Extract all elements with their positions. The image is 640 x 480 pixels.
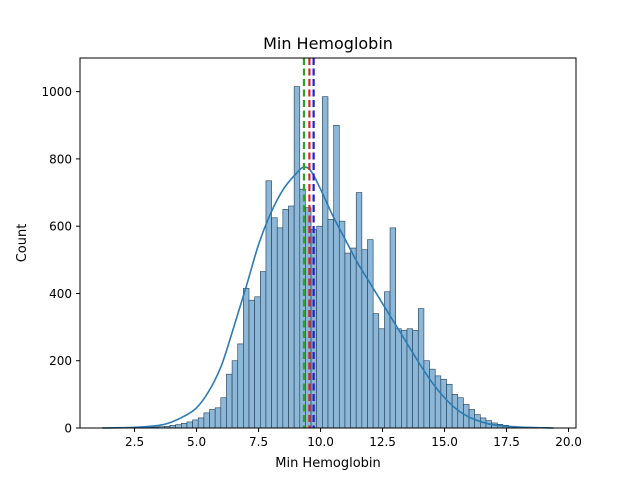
histogram-bar <box>220 397 227 429</box>
histogram-bar <box>451 394 459 429</box>
histogram-bar <box>446 383 453 429</box>
y-tick-label: 200 <box>49 354 72 368</box>
histogram-bar <box>186 421 193 429</box>
y-tick-label: 400 <box>49 287 72 301</box>
x-tick-label: 5.0 <box>187 435 206 449</box>
histogram-bar <box>276 227 284 429</box>
histogram-bar <box>350 247 357 429</box>
plot-frame <box>79 57 577 429</box>
x-tick-label: 10.0 <box>307 435 334 449</box>
x-tick-label: 7.5 <box>249 435 268 449</box>
histogram-bar <box>440 378 447 429</box>
histogram-bar <box>271 217 278 429</box>
x-axis-label: Min Hemoglobin <box>275 456 381 471</box>
histogram-bar <box>401 330 408 429</box>
histogram-bar <box>372 313 380 429</box>
histogram-bar <box>243 288 250 429</box>
x-tick-label: 15.0 <box>431 435 458 449</box>
kde-layer <box>102 166 554 429</box>
histogram-bar <box>395 328 402 429</box>
histogram-bar <box>192 419 199 429</box>
histogram-bar <box>367 239 374 429</box>
histogram-bar <box>429 368 436 429</box>
y-tick-label: 800 <box>49 152 72 166</box>
y-axis-label: Count <box>15 224 30 263</box>
x-tick-label: 17.5 <box>493 435 520 449</box>
histogram-bar <box>327 219 334 429</box>
x-axis-ticks: 2.5 5.0 7.5 10.0 12.5 15.0 17.5 20.0 <box>125 428 582 449</box>
histogram-bar <box>389 227 396 429</box>
histogram-bar <box>181 422 188 429</box>
histogram-bar <box>355 192 363 429</box>
histogram-bar <box>378 328 385 429</box>
y-tick-label: 0 <box>64 422 72 436</box>
x-tick-label: 12.5 <box>369 435 396 449</box>
histogram-bar <box>412 330 419 429</box>
histogram-bar <box>299 188 306 429</box>
histogram-bar <box>316 225 323 429</box>
histogram-bar <box>259 271 267 429</box>
histogram-bar <box>214 407 222 429</box>
histogram-bar <box>175 424 182 429</box>
histogram-bar <box>248 299 255 429</box>
histogram-bar <box>209 409 216 429</box>
histogram-bar <box>293 86 301 429</box>
histogram-bar <box>282 209 289 429</box>
histogram-bar <box>237 343 244 429</box>
histogram-bar <box>254 296 261 429</box>
statistic-lines <box>302 58 315 428</box>
x-tick-label: 20.0 <box>555 435 582 449</box>
kde-curve <box>102 166 554 429</box>
y-axis-ticks: 0 200 400 600 800 1000 <box>41 85 80 436</box>
y-tick-label: 1000 <box>41 85 72 99</box>
histogram-bar <box>434 375 442 429</box>
histogram-bar <box>288 205 295 429</box>
histogram-bar <box>344 252 351 429</box>
histogram-bar <box>197 417 205 429</box>
histogram-bar <box>322 96 329 429</box>
histogram-bar <box>333 124 340 429</box>
histogram-bar <box>231 360 239 429</box>
chart-title: Min Hemoglobin <box>263 34 393 53</box>
histogram-bar <box>203 412 210 429</box>
histogram-bar <box>226 373 233 429</box>
histogram-bars <box>102 86 549 429</box>
x-tick-label: 2.5 <box>125 435 144 449</box>
y-tick-label: 600 <box>49 220 72 234</box>
histogram-bar <box>338 220 346 429</box>
